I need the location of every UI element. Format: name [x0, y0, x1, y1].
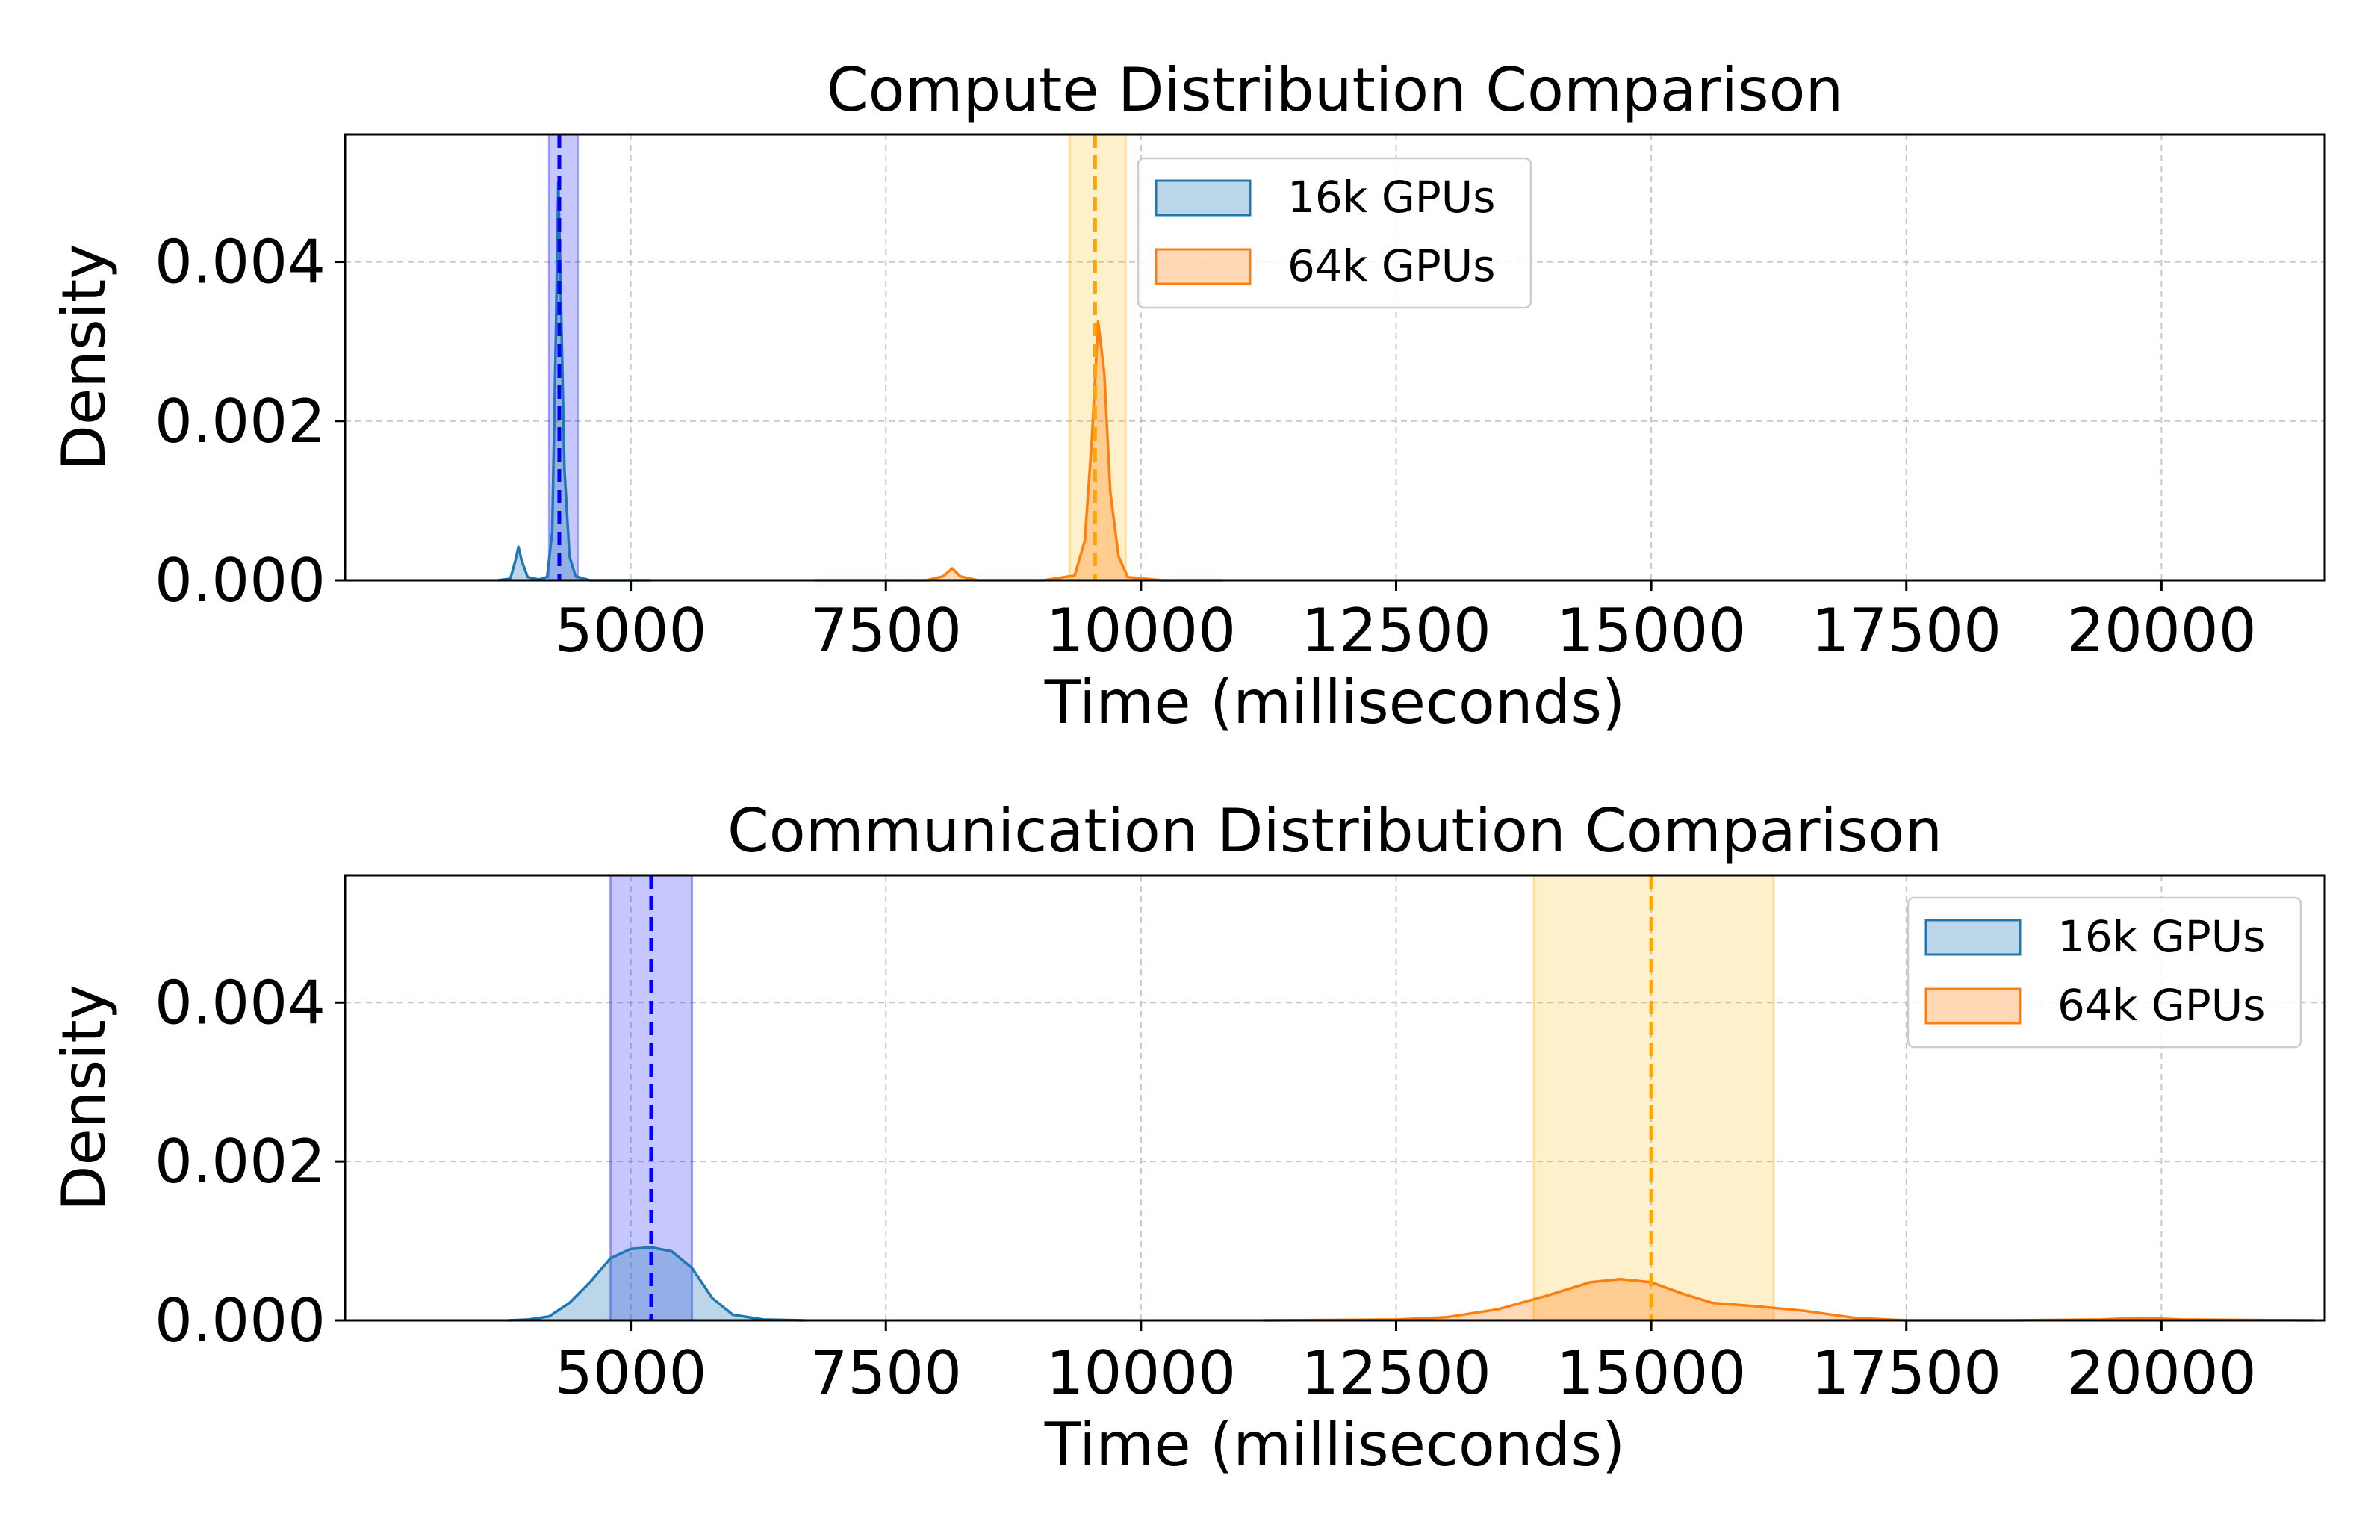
x-axis-label: Time (milliseconds)	[1044, 668, 1625, 737]
x-tick-label: 7500	[810, 1338, 962, 1408]
chart-panel-2: 5000 7500 10000 12500 15000 17500 20000 0.000 0.…	[49, 796, 2326, 1480]
x-tick-label: 5000	[555, 1338, 707, 1408]
chart-title: Communication Distribution Comparison	[727, 796, 1942, 866]
axes-frame	[344, 874, 2326, 1322]
y-tick-label: 0.002	[155, 387, 326, 456]
x-axis-label: Time (milliseconds)	[1044, 1410, 1625, 1480]
y-tick-label: 0.002	[155, 1127, 326, 1196]
density-line-16k	[508, 1246, 804, 1322]
legend-label-16k: 16k GPUs	[2057, 911, 2265, 962]
density-area-64k	[814, 321, 1223, 580]
legend-swatch-64k	[1924, 987, 2022, 1025]
x-tick-label: 12500	[1301, 1338, 1491, 1408]
y-axis-label: Density	[49, 243, 119, 471]
chart-panel-1: 5000 7500 10000 12500 15000 17500 20000 0.000 0.…	[49, 55, 2326, 737]
x-tick-label: 20000	[2066, 596, 2257, 665]
density-line-16k	[497, 181, 651, 582]
legend-label-64k: 64k GPUs	[2057, 980, 2265, 1031]
legend-swatch-16k	[1155, 179, 1252, 217]
y-tick-label: 0.004	[155, 228, 326, 297]
x-tick-label: 17500	[1811, 596, 2001, 665]
legend-label-16k: 16k GPUs	[1287, 172, 1495, 223]
chart-title: Compute Distribution Comparison	[827, 55, 1843, 125]
band-64k	[1532, 874, 1775, 1322]
legend: 16k GPUs 64k GPUs	[1137, 157, 1532, 309]
x-tick-label: 12500	[1301, 596, 1491, 665]
x-tick-label: 10000	[1046, 1338, 1237, 1408]
legend: 16k GPUs 64k GPUs	[1907, 896, 2302, 1049]
legend-swatch-16k	[1924, 919, 2022, 956]
density-area-64k	[1263, 1279, 2315, 1320]
legend-box	[1137, 157, 1532, 309]
y-tick-label: 0.004	[155, 968, 326, 1037]
y-tick-label: 0.000	[155, 546, 326, 615]
y-axis-label: Density	[49, 984, 119, 1211]
x-tick-label: 15000	[1556, 596, 1747, 665]
x-tick-label: 7500	[810, 596, 962, 665]
y-tick-label: 0.000	[155, 1286, 326, 1356]
x-tick-label: 15000	[1556, 1338, 1747, 1408]
x-tick-label: 20000	[2066, 1338, 2257, 1408]
density-line-64k	[814, 320, 1223, 582]
axes-frame	[344, 133, 2326, 582]
density-area-16k	[508, 1247, 804, 1320]
x-tick-label: 17500	[1811, 1338, 2001, 1408]
legend-swatch-64k	[1155, 248, 1252, 285]
legend-box	[1907, 896, 2302, 1049]
legend-label-64k: 64k GPUs	[1287, 240, 1495, 291]
x-tick-label: 5000	[555, 596, 707, 665]
x-tick-label: 10000	[1046, 596, 1237, 665]
